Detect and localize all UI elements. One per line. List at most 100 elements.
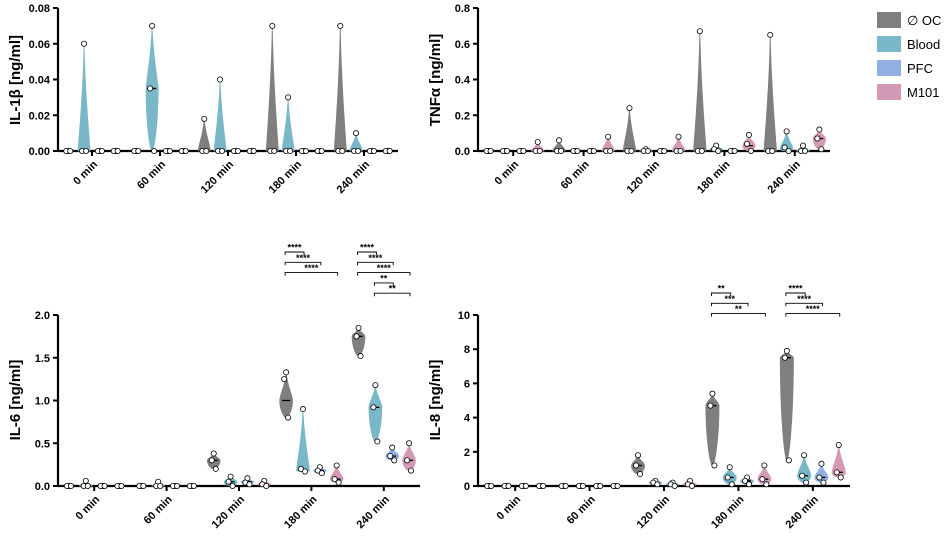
panel-tnfa: 0.0 0.2 0.4 0.6 0.8 TNFα [ng/ml] 0 min 60 min 12… [427, 3, 830, 196]
data-point [785, 457, 792, 464]
data-point [408, 467, 415, 474]
significance-bracket [357, 251, 377, 255]
violin-oc [763, 34, 777, 152]
data-point [287, 147, 294, 154]
data-point [785, 147, 792, 154]
significance-bracket [357, 272, 411, 276]
data-point [558, 147, 565, 154]
data-point [709, 390, 716, 397]
data-point [522, 482, 529, 489]
data-point [597, 482, 604, 489]
x-tick-label: 240 min [335, 158, 373, 196]
violin-oc [779, 349, 794, 461]
data-point [135, 147, 142, 154]
data-point [331, 476, 338, 483]
data-point [337, 22, 344, 29]
x-tick-label: 120 min [625, 158, 663, 196]
legend-label-m101: M101 [907, 85, 940, 100]
data-point [357, 353, 364, 360]
data-point [783, 128, 790, 135]
data-point [711, 462, 718, 469]
data-point [140, 482, 147, 489]
data-point [386, 147, 393, 154]
data-point [370, 147, 377, 154]
data-point [688, 482, 695, 489]
y-axis-label: IL-6 [ng/ml] [7, 360, 24, 441]
x-tick-label: 60 min [142, 493, 175, 526]
significance-bracket [373, 282, 394, 286]
legend-entry-oc: ∅ OC [877, 12, 941, 28]
data-point [767, 31, 774, 38]
data-point [299, 406, 306, 413]
data-point [799, 472, 806, 479]
data-point [761, 462, 768, 469]
data-point [355, 147, 362, 154]
data-point [781, 354, 788, 361]
x-tick-label: 240 min [354, 493, 392, 531]
data-point [201, 115, 208, 122]
panel-il1b: 0.00 0.02 0.04 0.06 0.08 IL-1β [ng/ml] 0 min 60… [7, 3, 398, 196]
data-point [635, 452, 642, 459]
data-point [574, 147, 581, 154]
x-tick-label: 240 min [783, 493, 821, 531]
data-point [174, 482, 181, 489]
significance-label: **** [288, 243, 303, 253]
data-point [227, 473, 234, 480]
significance-bracket [284, 272, 339, 276]
data-point [835, 441, 842, 448]
legend-label-oc: ∅ OC [907, 13, 941, 28]
significance-label: **** [806, 304, 821, 314]
x-tick-label: 180 min [695, 158, 733, 196]
data-point [212, 465, 219, 472]
y-tick-label: 1.5 [35, 353, 50, 365]
panel-il6: 0.0 0.5 1.0 1.5 2.0 IL-6 [ng/ml] 0 min 60 min 12… [7, 243, 420, 531]
data-point [82, 477, 89, 484]
significance-label: **** [296, 253, 311, 263]
x-tick-label: 120 min [199, 158, 237, 196]
data-point [302, 147, 309, 154]
y-tick-label: 0.00 [29, 146, 50, 158]
y-tick-label: 0 [464, 481, 470, 493]
data-point [637, 471, 644, 478]
significance-label: **** [360, 243, 375, 253]
x-tick-label: 0 min [493, 158, 522, 187]
violin-blood [368, 385, 383, 442]
x-tick-label: 180 min [709, 493, 747, 531]
y-tick-label: 0.0 [455, 146, 470, 158]
data-point [488, 482, 495, 489]
data-point [562, 482, 569, 489]
y-tick-label: 0.08 [29, 3, 50, 15]
y-tick-label: 0.0 [35, 481, 50, 493]
violin-blood [77, 43, 91, 152]
legend-swatch-pfc [877, 60, 901, 76]
data-point [818, 146, 825, 153]
data-point [504, 147, 511, 154]
data-point [387, 453, 394, 460]
significance-bracket [710, 313, 766, 317]
data-point [520, 147, 527, 154]
data-point [801, 452, 808, 459]
significance-label: **** [788, 284, 803, 294]
x-tick-label: 120 min [635, 493, 673, 531]
data-point [149, 22, 156, 29]
data-point [406, 440, 413, 447]
data-point [318, 147, 325, 154]
significance-label: **** [797, 294, 812, 304]
significance-bracket [373, 292, 411, 297]
violin-oc [197, 118, 211, 152]
legend-label-pfc: PFC [907, 61, 933, 76]
x-tick-label: 180 min [282, 493, 320, 531]
data-point [217, 76, 224, 83]
data-point [540, 482, 547, 489]
data-point [269, 22, 276, 29]
data-point [731, 147, 738, 154]
data-point [837, 474, 844, 481]
data-point [389, 444, 396, 451]
data-point [229, 482, 236, 489]
panel-il8: 0 2 4 6 8 10 IL-8 [ng/ml] 0 min 60 min 120 min 180… [427, 284, 850, 531]
data-point [799, 142, 806, 149]
data-point [190, 482, 197, 489]
x-tick-label: 60 min [565, 493, 598, 526]
legend-entry-m101: M101 [877, 84, 940, 100]
violin-blood [213, 79, 227, 152]
